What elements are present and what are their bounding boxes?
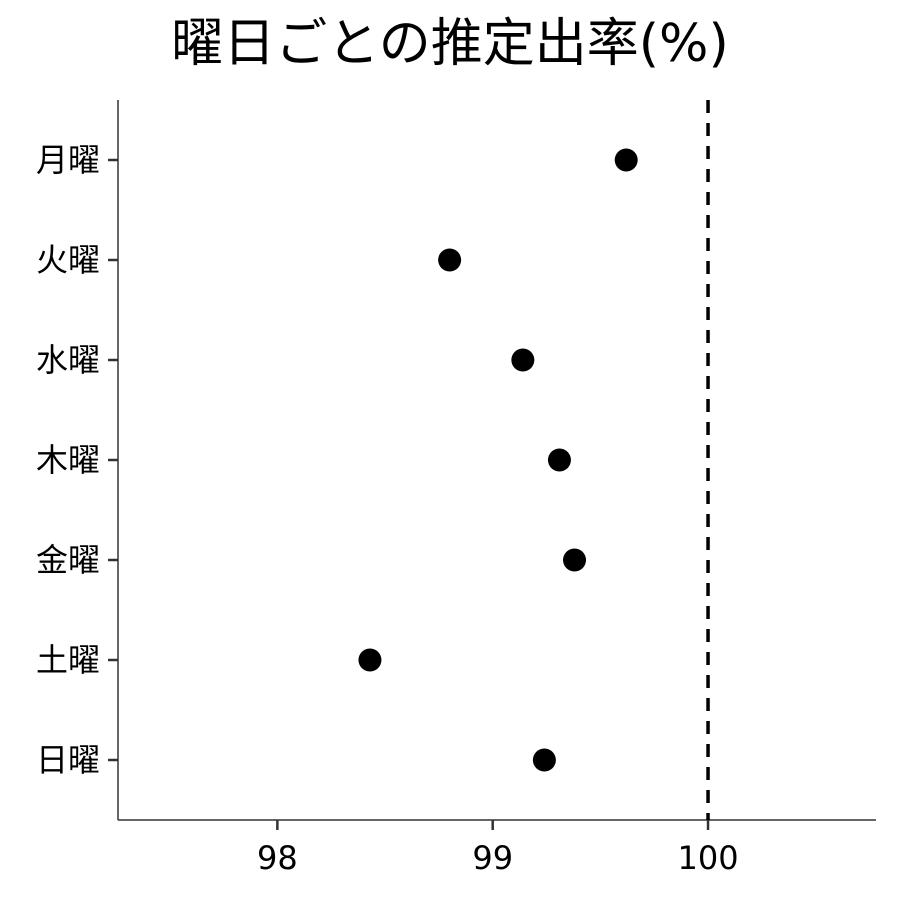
x-tick-label: 98 [257,839,298,877]
data-point [614,148,638,172]
y-tick-label: 日曜 [36,741,100,779]
x-tick-label: 100 [677,839,738,877]
data-point [438,248,462,272]
data-point [532,748,556,772]
y-tick-label: 月曜 [36,141,100,179]
data-point [511,348,535,372]
y-tick-label: 水曜 [36,341,100,379]
y-tick-label: 土曜 [36,641,100,679]
y-tick-label: 火曜 [36,241,100,279]
x-ticks: 98 99 100 [257,820,739,877]
data-points [358,148,638,772]
y-tick-label: 木曜 [36,441,100,479]
chart-title: 曜日ごとの推定出率(%) [171,14,729,74]
data-point [547,448,571,472]
axes [117,100,876,821]
data-point [563,548,587,572]
x-tick-label: 99 [472,839,513,877]
data-point [358,648,382,672]
y-tick-label: 金曜 [36,541,100,579]
